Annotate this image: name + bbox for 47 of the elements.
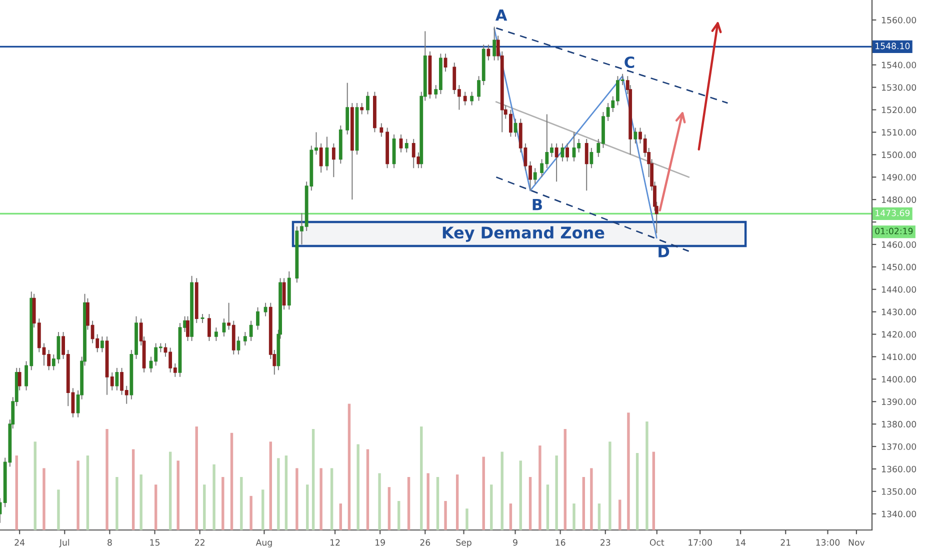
y-tick-label: 1370.00: [882, 443, 916, 450]
x-tick-label: Aug: [256, 539, 272, 548]
x-tick-label: 21: [780, 539, 790, 546]
x-tick-label: 8: [108, 539, 112, 546]
x-tick-label: 26: [420, 539, 430, 546]
y-tick-label: 1380.00: [882, 420, 916, 428]
x-tick-label: Jul: [59, 539, 70, 548]
y-tick-label: 1390.00: [882, 398, 916, 405]
ref-line-label: 1548.10: [876, 42, 910, 50]
y-tick-label: 1500.00: [882, 152, 916, 158]
y-tick-label: 1440.00: [882, 286, 916, 293]
y-tick-label: 1510.00: [882, 129, 916, 136]
annotation: A: [495, 10, 508, 21]
x-tick-label: Nov: [848, 539, 865, 546]
x-tick-label: 15: [150, 539, 160, 546]
x-tick-label: 22: [194, 539, 204, 546]
band-label: Key Demand Zone: [442, 226, 604, 242]
x-tick-label: 12: [330, 539, 340, 546]
y-tick-label: 1520.00: [882, 106, 916, 114]
x-tick-label: 13:00: [816, 539, 840, 546]
y-tick-label: 1450.00: [882, 264, 916, 270]
y-tick-label: 1490.00: [882, 174, 916, 181]
x-tick-label: 9: [513, 539, 518, 546]
x-tick-label: Oct: [650, 539, 664, 546]
y-tick-label: 1540.00: [882, 62, 916, 68]
y-tick-label: 1480.00: [882, 196, 916, 203]
y-tick-label: 1400.00: [882, 376, 916, 383]
x-tick-label: 14: [736, 539, 746, 546]
y-tick-label: 1360.00: [882, 466, 916, 472]
y-tick-label: 1460.00: [882, 241, 916, 248]
y-tick-label: 1350.00: [882, 488, 916, 495]
ref-line-label: 1473.69: [876, 210, 910, 216]
y-tick-label: 1530.00: [882, 84, 916, 91]
text: 01:02:19: [875, 228, 913, 234]
x-tick-label: 17:00: [688, 539, 712, 546]
x-tick-label: 16: [556, 539, 566, 546]
y-tick-label: 1430.00: [882, 308, 916, 316]
annotation: B: [532, 198, 542, 210]
y-tick-label: 1410.00: [882, 354, 916, 360]
y-tick-label: 1560.00: [882, 16, 916, 24]
x-tick-label: 24: [14, 539, 25, 546]
x-tick-label: 23: [600, 539, 610, 546]
x-tick-label: Sep: [456, 539, 472, 548]
x-tick-label: 19: [376, 539, 385, 546]
y-tick-label: 1340.00: [882, 510, 916, 518]
y-tick-label: 1420.00: [882, 331, 916, 338]
annotation: C: [624, 56, 634, 68]
